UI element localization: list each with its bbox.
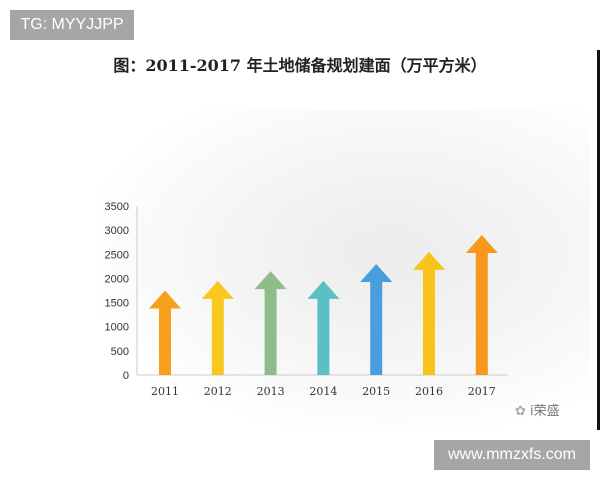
x-tick-label: 2016 [415,385,443,398]
x-tick-label: 2013 [257,385,285,398]
y-tick-label: 1500 [105,298,129,310]
watermark-top: TG: MYYJJPP [10,10,134,40]
wechat-icon: ✿ [515,404,526,419]
arrow-bar-2014 [307,280,340,375]
arrow-bar-2013 [254,271,287,375]
y-tick-label: 2500 [105,249,129,261]
brand: ✿ i荣盛 [515,400,560,419]
y-tick-label: 2000 [105,273,129,285]
x-tick-label: 2014 [309,385,337,398]
edge-line [597,50,600,430]
x-tick-label: 2015 [362,385,390,398]
arrow-bar-2011 [149,290,181,375]
x-tick-label: 2011 [151,385,179,398]
y-tick-label: 3500 [105,201,129,213]
x-tick-label: 2012 [204,385,232,398]
arrow-bar-2016 [413,251,445,375]
y-tick-label: 1000 [105,322,129,334]
map-background [95,110,590,430]
y-tick-label: 0 [123,370,129,382]
arrow-bar-2015 [360,263,393,375]
x-tick-label: 2017 [468,385,496,398]
y-tick-label: 3000 [105,225,129,237]
arrow-bar-2012 [201,280,234,375]
brand-text: i荣盛 [530,404,560,419]
y-tick-label: 500 [111,346,129,358]
watermark-bottom: www.mmzxfs.com [434,440,590,470]
chart-title: 图：2011-2017 年土地储备规划建面（万平方米） [113,56,487,75]
arrow-bar-2017 [465,234,498,375]
